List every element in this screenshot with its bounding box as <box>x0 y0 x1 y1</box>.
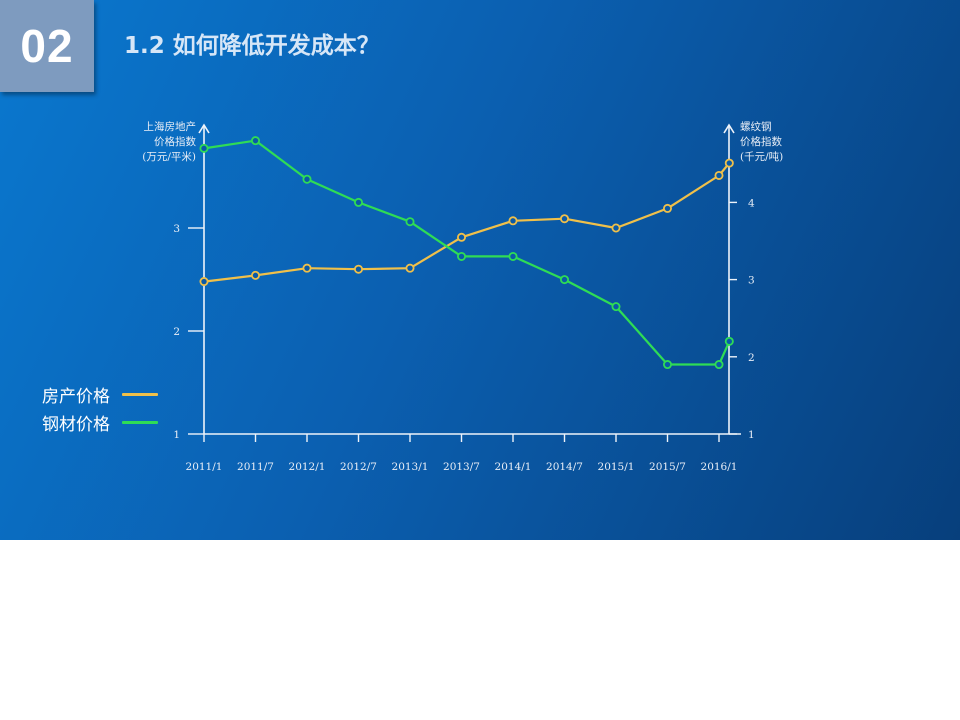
data-point-housing <box>199 277 209 287</box>
legend-label-steel: 钢材价格 <box>42 414 110 435</box>
data-point-steel <box>724 336 734 346</box>
data-point-steel <box>611 302 621 312</box>
data-point-steel <box>714 360 724 370</box>
dual-axis-line-chart: 2011/1 2011/7 2012/1 2012/7 2013/1 2013/7 2014… <box>142 120 783 473</box>
right-tick-label: 4 <box>748 197 755 209</box>
left-tick-label: 2 <box>173 326 180 338</box>
left-axis-title: (万元/平米) <box>142 150 196 163</box>
data-point-housing <box>302 263 312 273</box>
legend-item-steel: 钢材价格 <box>42 408 158 436</box>
series-line-steel <box>203 139 731 366</box>
x-tick-label: 2016/1 <box>701 461 738 473</box>
x-tick-label: 2011/7 <box>237 461 274 473</box>
right-axis-title: 螺纹钢 <box>740 120 772 133</box>
section-number-box: 02 <box>0 0 94 92</box>
left-tick-label: 1 <box>173 429 180 441</box>
data-point-steel <box>663 360 673 370</box>
right-axis-title: (千元/吨) <box>740 150 783 163</box>
data-point-housing <box>560 214 570 224</box>
x-tick-label: 2014/7 <box>546 461 583 473</box>
data-point-housing <box>250 270 260 280</box>
x-tick-label: 2011/1 <box>186 461 223 473</box>
right-axis-title: 价格指数 <box>740 135 782 148</box>
legend-swatch-steel <box>122 420 158 424</box>
data-point-steel <box>456 251 466 261</box>
data-point-housing <box>508 216 518 226</box>
data-point-housing <box>724 158 734 168</box>
data-point-housing <box>353 264 363 274</box>
left-tick-label: 3 <box>173 223 180 235</box>
legend-label-housing: 房产价格 <box>42 386 110 407</box>
data-point-housing <box>405 263 415 273</box>
legend-item-housing: 房产价格 <box>42 380 158 408</box>
left-axis-title: 上海房地产 <box>144 120 197 133</box>
data-point-steel <box>508 251 518 261</box>
legend: 房产价格 钢材价格 <box>42 380 158 436</box>
slide-title: 1.2 如何降低开发成本？ <box>124 33 380 59</box>
series-line-housing <box>203 162 731 283</box>
x-tick-label: 2015/7 <box>649 461 686 473</box>
x-tick-label: 2012/7 <box>340 461 377 473</box>
data-point-steel <box>250 136 260 146</box>
slide-background: 02 1.2 如何降低开发成本？ 2011/1 2011/7 2012/1 2012/… <box>0 0 960 540</box>
left-axis-title: 价格指数 <box>154 135 196 148</box>
data-point-steel <box>302 174 312 184</box>
right-tick-label: 2 <box>748 352 755 364</box>
data-point-steel <box>405 217 415 227</box>
data-point-steel <box>560 275 570 285</box>
data-point-steel <box>353 197 363 207</box>
data-point-housing <box>714 170 724 180</box>
x-tick-label: 2013/1 <box>392 461 429 473</box>
left-axis-arrow-icon <box>198 123 210 134</box>
x-tick-label: 2012/1 <box>289 461 326 473</box>
data-point-housing <box>663 203 673 213</box>
x-tick-label: 2013/7 <box>443 461 480 473</box>
right-axis-arrow-icon <box>723 123 735 134</box>
right-tick-label: 1 <box>748 429 755 441</box>
x-tick-label: 2014/1 <box>495 461 532 473</box>
section-number: 02 <box>20 20 74 72</box>
data-point-housing <box>611 223 621 233</box>
legend-swatch-housing <box>122 392 158 396</box>
data-point-steel <box>199 143 209 153</box>
x-tick-label: 2015/1 <box>598 461 635 473</box>
data-point-housing <box>456 232 466 242</box>
right-tick-label: 3 <box>748 275 755 287</box>
